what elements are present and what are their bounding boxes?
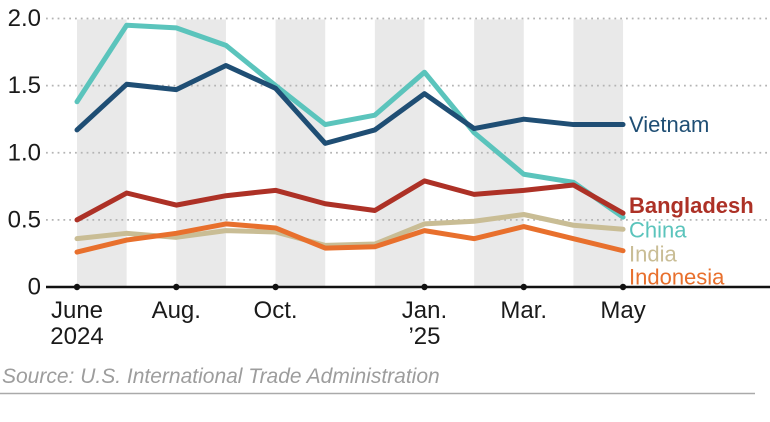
x-tick-label: May (600, 297, 645, 324)
y-tick-label: 2.0 (8, 5, 41, 32)
series-label-indonesia: Indonesia (629, 265, 725, 290)
x-tick-label: Oct. (254, 297, 298, 324)
x-tick-dot (421, 283, 428, 291)
series-label-china: China (629, 218, 687, 243)
x-tick-dot (272, 283, 279, 291)
y-tick-label: 1.0 (8, 139, 41, 166)
x-tick-label: Aug. (152, 297, 201, 324)
series-line-china (74, 22, 626, 220)
series-line-bangladesh (74, 178, 626, 223)
series-label-bangladesh: Bangladesh (629, 193, 754, 218)
y-tick-label: 0 (28, 274, 41, 301)
series-line-indonesia (74, 221, 626, 255)
x-tick-label: Mar. (500, 297, 547, 324)
x-tick-dot (173, 283, 180, 291)
y-tick-label: 0.5 (8, 206, 41, 233)
x-tick-dot (520, 283, 527, 291)
series-label-india: India (629, 242, 677, 267)
x-tick-dot (73, 283, 81, 291)
y-tick-label: 1.5 (8, 72, 41, 99)
x-tick-label: ’25 (408, 323, 440, 350)
series-line-vietnam (74, 62, 626, 146)
x-axis (46, 283, 770, 291)
source-note: Source: U.S. International Trade Adminis… (2, 365, 440, 388)
series-lines (74, 22, 626, 255)
x-tick-label: Jan. (402, 297, 447, 324)
y-axis-tick-labels: 2.0 1.5 1.0 0.5 0 (8, 5, 41, 301)
x-tick-label: June (51, 297, 103, 324)
x-tick-dot (619, 283, 627, 291)
x-tick-label: 2024 (50, 323, 103, 350)
month-band (176, 19, 226, 287)
series-label-vietnam: Vietnam (629, 112, 709, 137)
